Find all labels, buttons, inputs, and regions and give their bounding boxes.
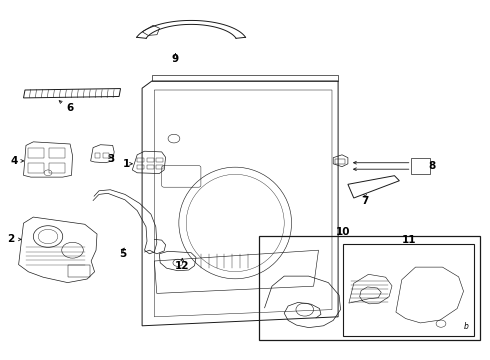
Bar — [335, 159, 345, 164]
Bar — [137, 165, 144, 169]
Text: 9: 9 — [172, 54, 179, 64]
Text: 5: 5 — [119, 249, 126, 259]
Bar — [49, 148, 65, 158]
Bar — [147, 165, 154, 169]
Text: 4: 4 — [10, 156, 18, 166]
Bar — [137, 158, 144, 162]
Text: 6: 6 — [67, 103, 74, 113]
Bar — [147, 158, 154, 162]
Text: 3: 3 — [108, 154, 115, 165]
Bar — [68, 265, 90, 277]
Bar — [28, 163, 44, 173]
Text: 11: 11 — [401, 235, 416, 245]
Text: 8: 8 — [429, 161, 436, 171]
Bar — [95, 153, 100, 158]
Bar — [259, 236, 480, 340]
Bar — [343, 244, 474, 336]
Text: 12: 12 — [175, 261, 190, 271]
Text: b: b — [464, 322, 468, 331]
Bar — [156, 165, 163, 169]
Bar — [49, 163, 65, 173]
Bar — [156, 158, 163, 162]
Bar — [28, 148, 44, 158]
Text: 7: 7 — [361, 196, 369, 206]
Text: 10: 10 — [336, 227, 350, 237]
Bar — [103, 153, 109, 158]
Text: 1: 1 — [123, 159, 130, 169]
Text: 2: 2 — [7, 234, 14, 244]
